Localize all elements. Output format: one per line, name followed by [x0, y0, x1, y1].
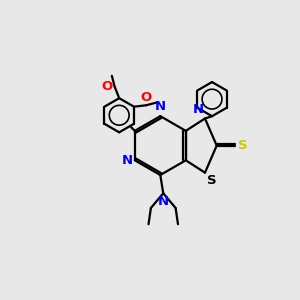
Text: N: N — [155, 100, 166, 113]
Text: N: N — [192, 103, 203, 116]
Text: N: N — [121, 154, 133, 167]
Text: S: S — [207, 174, 217, 187]
Text: O: O — [101, 80, 112, 94]
Text: N: N — [158, 195, 169, 208]
Text: S: S — [238, 139, 247, 152]
Text: O: O — [141, 91, 152, 104]
